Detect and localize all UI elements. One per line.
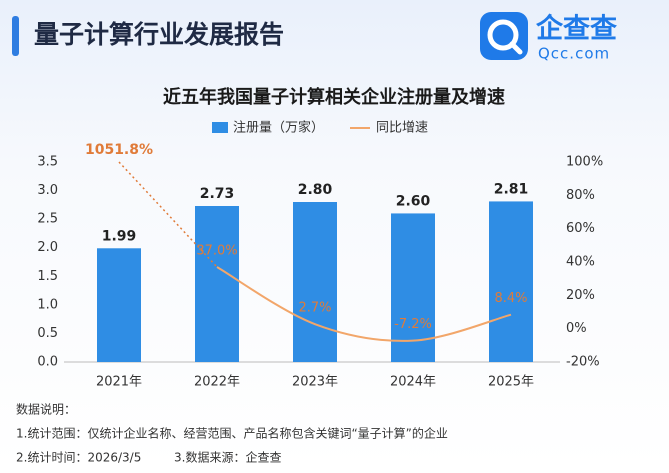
y2-tick-label: 40% — [566, 255, 595, 270]
y-tick-label: 0.5 — [37, 326, 58, 341]
y-tick-label: 2.5 — [37, 212, 58, 227]
legend-label: 同比增速 — [376, 121, 428, 136]
bar — [489, 201, 533, 362]
growth-line-break — [118, 161, 218, 268]
bar-value-label: 2.81 — [494, 181, 529, 197]
line-value-label: -7.2% — [394, 317, 432, 332]
y2-tick-label: 100% — [566, 155, 603, 170]
bar-value-label: 1.99 — [102, 228, 137, 244]
line-value-label: 2.7% — [298, 301, 331, 316]
line-value-label: 1051.8% — [85, 142, 153, 158]
note: 2.统计时间：2026/3/5 — [16, 451, 141, 465]
bar-value-label: 2.73 — [200, 186, 235, 202]
legend-swatch — [212, 122, 228, 133]
y-tick-label: 1.5 — [37, 269, 58, 284]
bar-value-label: 2.60 — [396, 193, 431, 209]
x-tick-label: 2021年 — [96, 375, 142, 390]
logo-handle — [509, 41, 523, 55]
x-tick-label: 2023年 — [292, 375, 338, 390]
y-tick-label: 1.0 — [37, 297, 58, 312]
bar-value-label: 2.80 — [298, 182, 333, 198]
bar — [391, 213, 435, 362]
bar — [293, 202, 337, 362]
y-tick-label: 0.0 — [37, 355, 58, 370]
x-tick-label: 2022年 — [194, 375, 240, 390]
y-tick-label: 2.0 — [37, 240, 58, 255]
y2-tick-label: 20% — [566, 288, 595, 303]
logo-site: Qcc.com — [538, 45, 610, 63]
logo-ring — [487, 19, 519, 51]
logo-name: 企查查 — [536, 13, 617, 45]
line-value-label: 8.4% — [494, 291, 527, 306]
note: 3.数据来源：企查查 — [174, 450, 281, 465]
note: 1.统计范围：仅统计企业名称、经营范围、产品名称包含关键词“量子计算”的企业 — [16, 426, 448, 441]
line-value-label: 37.0% — [196, 244, 237, 259]
y-tick-label: 3.0 — [37, 183, 58, 198]
report-title: 量子计算行业发展报告 — [34, 20, 284, 49]
y2-tick-label: 60% — [566, 221, 595, 236]
y-tick-label: 3.5 — [37, 155, 58, 170]
legend-label: 注册量（万家） — [233, 120, 324, 136]
y2-tick-label: 80% — [566, 188, 595, 203]
y2-tick-label: 0% — [566, 321, 587, 336]
x-tick-label: 2025年 — [488, 375, 534, 390]
x-tick-label: 2024年 — [390, 375, 436, 390]
title-accent — [12, 16, 19, 56]
growth-line — [216, 266, 512, 342]
notes-heading: 数据说明： — [16, 402, 76, 417]
bar — [195, 206, 239, 362]
chart-title: 近五年我国量子计算相关企业注册量及增速 — [163, 86, 505, 108]
y2-tick-label: -20% — [566, 355, 600, 370]
bar — [97, 248, 141, 362]
